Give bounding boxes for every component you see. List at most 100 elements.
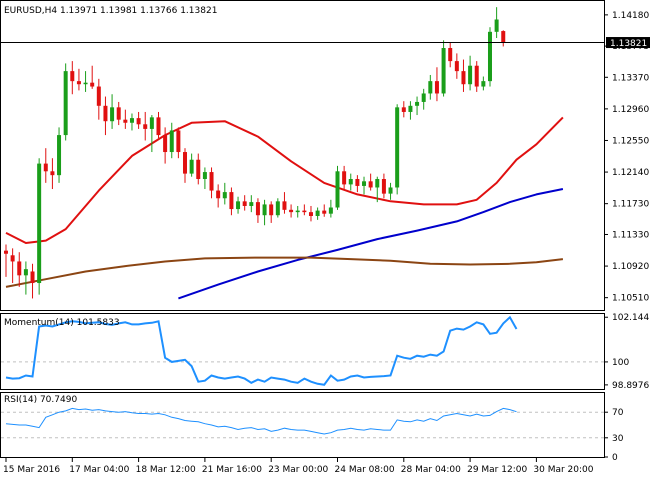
candle-body bbox=[269, 204, 274, 216]
candle[interactable] bbox=[209, 167, 214, 199]
candle[interactable] bbox=[302, 204, 307, 216]
candle-body bbox=[43, 163, 48, 172]
candle[interactable] bbox=[216, 184, 221, 208]
candle[interactable] bbox=[30, 263, 35, 299]
candle[interactable] bbox=[282, 192, 287, 214]
candle[interactable] bbox=[57, 127, 62, 183]
candle-body bbox=[149, 117, 154, 129]
candle[interactable] bbox=[395, 104, 400, 195]
candle[interactable] bbox=[143, 111, 148, 141]
candle[interactable] bbox=[242, 195, 247, 211]
candle[interactable] bbox=[202, 167, 207, 190]
candle[interactable] bbox=[368, 173, 373, 191]
candle[interactable] bbox=[342, 165, 347, 190]
candle[interactable] bbox=[176, 127, 181, 159]
price-axis-ticks: 1.141801.137751.133701.129601.125501.121… bbox=[604, 11, 649, 304]
candle[interactable] bbox=[249, 195, 254, 213]
candle[interactable] bbox=[183, 148, 188, 183]
candle[interactable] bbox=[501, 30, 506, 47]
candle[interactable] bbox=[401, 101, 406, 118]
candle-body bbox=[487, 31, 492, 82]
candle[interactable] bbox=[189, 153, 194, 177]
candle[interactable] bbox=[348, 173, 353, 191]
rsi-axis-ticks: 70 30 0 bbox=[604, 408, 624, 463]
candle-body bbox=[328, 207, 333, 214]
price-panel-header: EURUSD,H4 1.13971 1.13981 1.13766 1.1382… bbox=[4, 6, 217, 16]
current-price-text: 1.13821 bbox=[610, 39, 647, 49]
candle-body bbox=[308, 212, 313, 216]
momentum-header: Momentum(14) 101.5833 bbox=[4, 318, 120, 328]
candle[interactable] bbox=[10, 248, 15, 284]
candle[interactable] bbox=[83, 71, 88, 92]
candle[interactable] bbox=[448, 42, 453, 68]
candle[interactable] bbox=[63, 63, 68, 141]
candle[interactable] bbox=[96, 78, 101, 120]
candle[interactable] bbox=[295, 205, 300, 218]
candle[interactable] bbox=[222, 182, 227, 205]
candle[interactable] bbox=[289, 204, 294, 218]
candle[interactable] bbox=[37, 158, 42, 295]
candle[interactable] bbox=[23, 261, 28, 295]
candle[interactable] bbox=[229, 187, 234, 216]
candle-body bbox=[229, 192, 234, 210]
candle[interactable] bbox=[388, 182, 393, 200]
candle[interactable] bbox=[76, 68, 81, 91]
candle[interactable] bbox=[362, 176, 367, 195]
candle[interactable] bbox=[196, 153, 201, 185]
candle[interactable] bbox=[315, 207, 320, 220]
candle[interactable] bbox=[487, 27, 492, 87]
candle[interactable] bbox=[322, 204, 327, 217]
candle[interactable] bbox=[123, 109, 128, 129]
candle-body bbox=[295, 210, 300, 213]
candle[interactable] bbox=[335, 165, 340, 210]
candle[interactable] bbox=[428, 74, 433, 100]
candle[interactable] bbox=[355, 175, 360, 193]
candle[interactable] bbox=[129, 113, 134, 131]
rsi-header: RSI(14) 70.7490 bbox=[4, 395, 77, 405]
candle[interactable] bbox=[415, 96, 420, 116]
candle[interactable] bbox=[236, 196, 241, 214]
candle[interactable] bbox=[434, 67, 439, 102]
candle[interactable] bbox=[50, 158, 55, 190]
candle[interactable] bbox=[136, 111, 141, 129]
candle[interactable] bbox=[4, 244, 8, 277]
candle[interactable] bbox=[110, 94, 115, 129]
candle[interactable] bbox=[269, 201, 274, 223]
candle[interactable] bbox=[116, 101, 121, 126]
candle[interactable] bbox=[70, 61, 75, 95]
candle[interactable] bbox=[375, 176, 380, 203]
candle-body bbox=[70, 71, 75, 82]
candle-body bbox=[262, 204, 267, 216]
price-tick-label: 1.11730 bbox=[612, 200, 649, 210]
candle[interactable] bbox=[262, 199, 267, 226]
candle[interactable] bbox=[481, 76, 486, 91]
candle[interactable] bbox=[381, 173, 386, 199]
candle[interactable] bbox=[255, 198, 260, 223]
candle[interactable] bbox=[468, 55, 473, 91]
candle[interactable] bbox=[408, 101, 413, 120]
candle[interactable] bbox=[149, 115, 154, 153]
candle[interactable] bbox=[328, 199, 333, 218]
candle[interactable] bbox=[103, 96, 108, 136]
candle[interactable] bbox=[454, 53, 459, 79]
candles[interactable] bbox=[4, 7, 506, 299]
candle[interactable] bbox=[421, 88, 426, 110]
indicator-tick-label: 0 bbox=[612, 453, 618, 463]
candle-body bbox=[63, 71, 68, 136]
candle[interactable] bbox=[17, 252, 22, 287]
time-tick-label: 30 Mar 20:00 bbox=[533, 465, 593, 475]
candle[interactable] bbox=[156, 111, 161, 139]
candle[interactable] bbox=[461, 59, 466, 92]
candle[interactable] bbox=[275, 198, 280, 218]
candle[interactable] bbox=[169, 122, 174, 159]
momentum-panel: Momentum(14) 101.5833 102.1447 100 98.8976 bbox=[0, 313, 650, 391]
candle[interactable] bbox=[494, 7, 499, 38]
candle[interactable] bbox=[90, 65, 95, 89]
candle[interactable] bbox=[308, 205, 313, 222]
candle[interactable] bbox=[43, 148, 48, 183]
candle[interactable] bbox=[163, 127, 168, 164]
candle[interactable] bbox=[474, 61, 479, 92]
candle[interactable] bbox=[441, 40, 446, 97]
candle-body bbox=[236, 201, 241, 210]
